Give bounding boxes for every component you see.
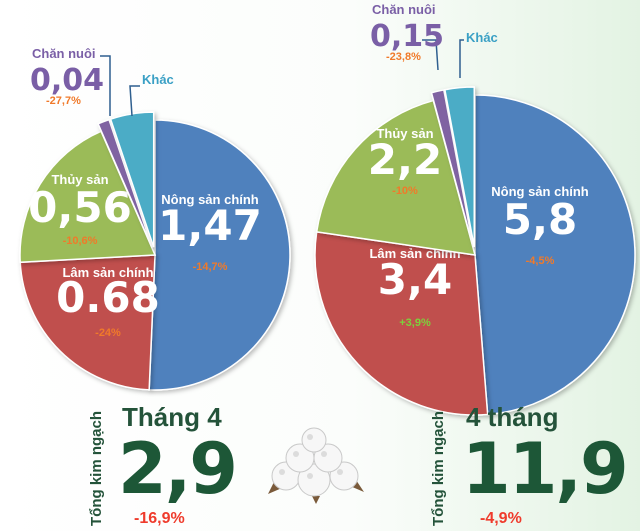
pie-slice (148, 119, 291, 391)
slice-value: 0.68 (56, 273, 160, 322)
total-vertical-label: Tổng kim ngạch (88, 410, 105, 526)
leader-line (422, 39, 439, 71)
total-value: 11,9 (462, 428, 629, 510)
leader-line (129, 85, 140, 117)
pie-slice (474, 94, 636, 416)
slice-label: Nông sản chính (161, 192, 259, 207)
total-change: -4,9% (480, 510, 522, 527)
slice-label: Khác (466, 30, 498, 45)
total-value: 2,9 (118, 428, 238, 510)
slice-value: 0,56 (28, 183, 132, 232)
pie-slice (443, 86, 476, 248)
slice-value: 0,15 (370, 19, 444, 54)
slice-change: -4,5% (526, 255, 555, 267)
slice-change: -27,7% (46, 95, 81, 107)
leader-line (459, 39, 464, 78)
slice-change: -10% (392, 185, 418, 197)
slice-label: Lâm sản chính (62, 265, 153, 280)
cotton-illustration (268, 427, 364, 504)
pie-slice (314, 230, 489, 416)
total-change: -16,9% (134, 510, 185, 527)
total-four-months-block: Tổng kim ngạch 4 tháng 11,9 -4,9% (430, 402, 630, 531)
slice-value: 1,47 (158, 201, 262, 250)
pie-slice (97, 118, 153, 248)
pie-slice (430, 89, 474, 248)
slice-label: Chăn nuôi (32, 46, 96, 61)
slice-value: 5,8 (503, 195, 577, 244)
pie-slice (19, 130, 157, 264)
slice-label: Thủy sản (376, 126, 433, 141)
slice-label: Chăn nuôi (372, 2, 436, 17)
pie-slice (19, 254, 156, 391)
total-vertical-label: Tổng kim ngạch (430, 410, 447, 526)
slice-change: -24% (95, 327, 121, 339)
total-period: Tháng 4 (122, 402, 222, 432)
total-period: 4 tháng (466, 402, 559, 432)
slice-change: -23,8% (386, 51, 421, 63)
slice-change: -10,6% (63, 235, 98, 247)
leader-line (100, 55, 111, 116)
slice-label: Thủy sản (51, 172, 108, 187)
total-month-block: Tổng kim ngạch Tháng 4 2,9 -16,9% (88, 402, 268, 531)
slice-value: 3,4 (378, 255, 452, 304)
slice-value: 0,04 (30, 63, 104, 98)
slice-change: -14,7% (193, 261, 228, 273)
slice-change: +3,9% (399, 317, 431, 329)
slice-label: Nông sản chính (491, 184, 589, 199)
slice-value: 2,2 (368, 135, 442, 184)
slice-label: Khác (142, 72, 174, 87)
pie-slice (315, 99, 477, 256)
